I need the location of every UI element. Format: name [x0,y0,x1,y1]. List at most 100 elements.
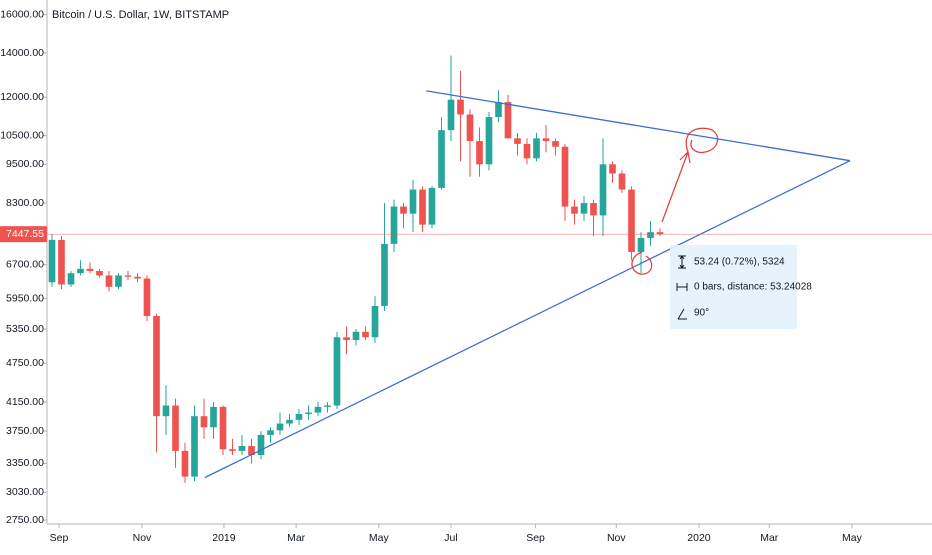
candle-body [523,143,531,159]
candle-body [419,189,426,225]
candle-body [200,416,208,428]
candle-body [58,239,65,285]
y-tick-label: 3350.00 [6,457,44,469]
candle-body [210,406,217,428]
candle-body [67,273,75,285]
candle-body [276,423,284,431]
candle-body [324,405,331,407]
candle-body [124,275,132,277]
y-tick-label: 8300.00 [6,197,44,209]
grid [43,14,853,528]
candle-body [257,434,265,456]
angle-icon [677,308,687,320]
measure-box [670,245,797,329]
candle-body [542,138,550,142]
y-tick-label: 9500.00 [6,158,44,170]
candle-body [381,243,388,306]
bars-icon [676,283,688,291]
x-tick-label: Nov [133,532,152,544]
candle-body [248,446,255,456]
freehand-circle [685,127,719,153]
chart-title: Bitcoin / U.S. Dollar, 1W, BITSTAMP [52,9,229,21]
candle-body [656,232,664,235]
candle-body [599,164,607,216]
y-tick-label: 3750.00 [6,425,44,437]
candle-body [181,450,189,477]
candle-body [305,412,312,415]
candle-body [48,239,56,283]
candle-body [552,141,559,147]
x-tick-label: Nov [607,532,626,544]
x-tick-label: Sep [50,532,69,544]
candle-body [143,278,151,316]
marks [48,55,932,483]
candle-body [77,268,84,274]
candle-body [238,446,246,451]
candle-body [400,206,407,214]
x-tick-label: 2019 [212,532,236,544]
candle-body [447,99,455,131]
candle-body [229,449,236,451]
y-tick-label: 3030.00 [6,486,44,498]
measure-text: 90° [694,308,709,319]
candle-body [533,138,540,159]
y-tick-label: 4750.00 [6,357,44,369]
candle-body [153,315,160,417]
candle-body [267,430,274,435]
freehand-circle [631,251,653,275]
candle-body [371,305,379,338]
candle-body [485,117,493,165]
candle-body [362,331,369,338]
trendline [204,160,851,479]
y-tick-label: 5350.00 [6,323,44,335]
candle-body [637,237,645,252]
candle-body [438,130,445,188]
measure-icon [678,255,686,269]
candle-body [343,337,350,341]
candle-body [495,102,502,118]
last-price-badge [0,226,47,243]
x-tick-label: 2020 [687,532,711,544]
y-tick-label: 6700.00 [6,258,44,270]
candle-body [219,406,227,450]
candle-body [191,416,198,477]
candle-body [476,141,483,165]
candle-body [333,337,341,406]
candle-body [352,331,360,341]
candle-body [504,102,512,139]
y-tick-label: 14000.00 [0,47,44,59]
candle-body [457,99,464,115]
candle-body [628,189,635,252]
y-tick-label: 4150.00 [6,396,44,408]
candle-body [561,146,569,207]
candle-body [96,271,103,276]
candle-body [409,189,417,214]
y-tick-label: 2750.00 [6,514,44,526]
candle-body [105,275,113,287]
freehand-arrow [661,150,691,223]
measure-text: 53.24 (0.72%), 5324 [694,257,785,268]
measure-text: 0 bars, distance: 53.24028 [694,282,812,293]
candle-body [428,187,436,225]
x-tick-label: Jul [444,532,457,544]
y-tick-label: 5950.00 [6,292,44,304]
x-tick-label: Sep [526,532,545,544]
candle-body [295,414,303,420]
x-tick-label: Mar [287,532,306,544]
candle-body [618,173,626,190]
candle-body [172,405,179,451]
x-tick-label: May [842,532,863,544]
x-tick-label: May [369,532,390,544]
last-price-label: 7447.55 [6,228,44,240]
candle-body [514,138,521,144]
y-tick-label: 10500.00 [0,129,44,141]
candle-body [590,203,597,216]
candle-body [134,276,141,279]
x-tick-label: Mar [760,532,779,544]
candle-body [580,203,588,214]
candle-body [286,419,293,424]
candle-body [314,406,322,413]
candle-body [390,206,398,244]
candle-body [162,405,170,417]
candle-body [466,114,474,142]
